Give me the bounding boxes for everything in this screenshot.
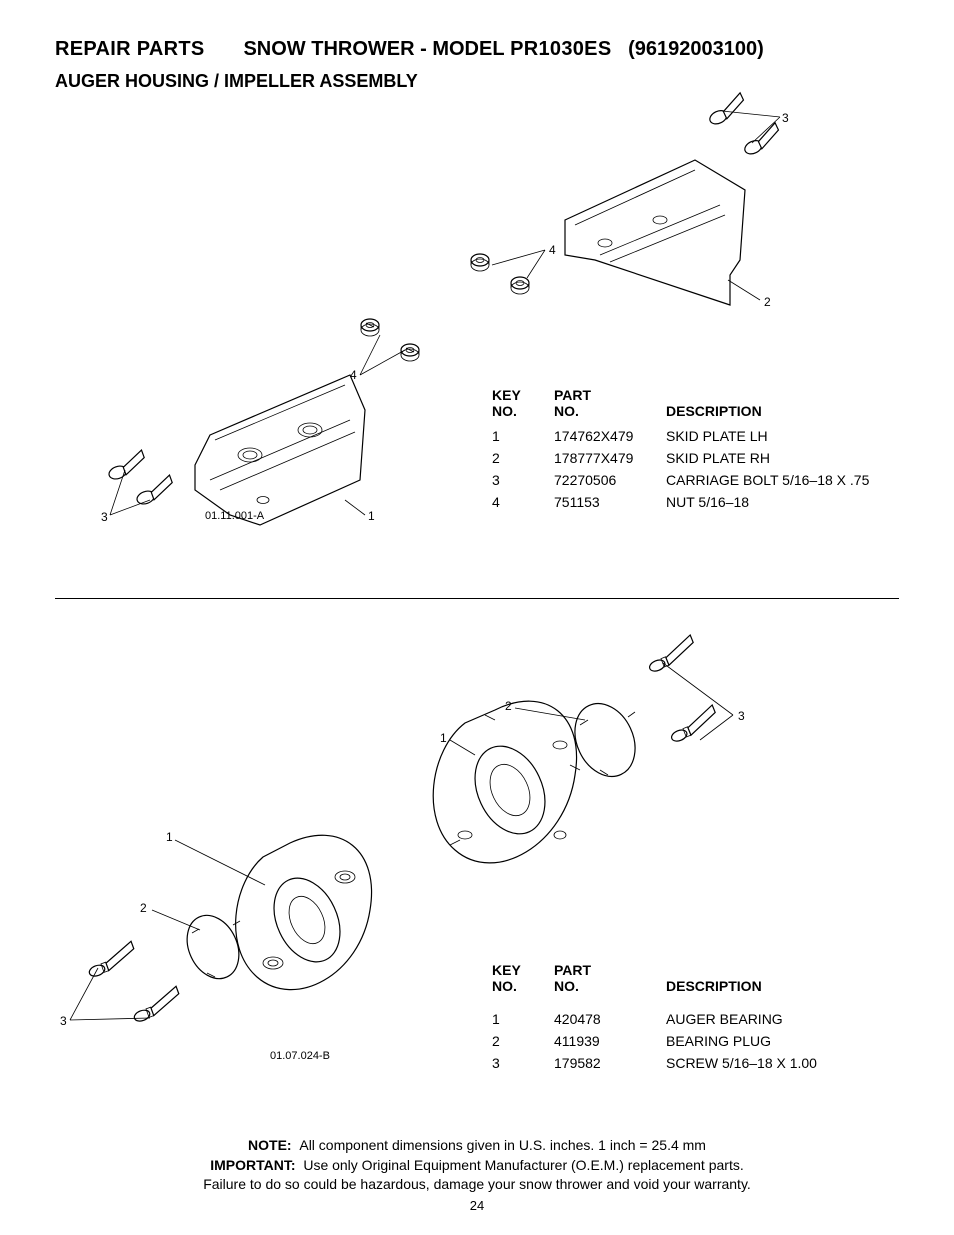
table-row: 3 179582 SCREW 5/16–18 X 1.00 xyxy=(492,1053,833,1073)
callout-1-top: 1 xyxy=(440,731,447,745)
table-row: 4 751153 NUT 5/16–18 xyxy=(492,492,885,512)
drawing-ref-2: 01.07.024-B xyxy=(270,1050,330,1062)
auger-bearing-left-icon xyxy=(236,835,372,989)
th-key: KEY NO. xyxy=(492,387,552,424)
parts-table-2: KEY NO. PART NO. DESCRIPTION 1 420478 AU… xyxy=(490,960,835,1075)
table-row: 3 72270506 CARRIAGE BOLT 5/16–18 X .75 xyxy=(492,470,885,490)
footer-warning: Failure to do so could be hazardous, dam… xyxy=(0,1175,954,1195)
table-row: 2 178777X479 SKID PLATE RH xyxy=(492,448,885,468)
nut-pair-top-icon xyxy=(471,254,529,294)
callout-4-left: 4 xyxy=(350,368,357,382)
table-row: 1 174762X479 SKID PLATE LH xyxy=(492,426,885,446)
callout-2: 2 xyxy=(764,295,771,309)
callout-3-top: 3 xyxy=(738,709,745,723)
repair-parts-label: REPAIR PARTS xyxy=(55,38,205,60)
parts-table-1: KEY NO. PART NO. DESCRIPTION 1 174762X47… xyxy=(490,385,887,514)
callout-4-top: 4 xyxy=(549,243,556,257)
callout-3-left: 3 xyxy=(60,1014,67,1028)
header-subtitle: AUGER HOUSING / IMPELLER ASSEMBLY xyxy=(55,71,899,92)
model-number: (96192003100) xyxy=(628,38,764,60)
leader-4a xyxy=(492,250,545,278)
callout-1: 1 xyxy=(368,509,375,523)
table-row: 2 411939 BEARING PLUG xyxy=(492,1031,833,1051)
th-part: PART NO. xyxy=(554,387,664,424)
screw-pair-left-icon xyxy=(84,941,183,1023)
header-line-1: REPAIR PARTS SNOW THROWER - MODEL PR1030… xyxy=(55,38,899,61)
skid-plate-rh-icon xyxy=(565,160,745,305)
th-desc: DESCRIPTION xyxy=(666,962,833,999)
footer-note: NOTE: All component dimensions given in … xyxy=(0,1136,954,1156)
product-label: SNOW THROWER - MODEL xyxy=(243,38,504,60)
model-bold: PR1030ES xyxy=(510,38,611,60)
section-divider xyxy=(55,598,899,599)
footer-important: IMPORTANT: Use only Original Equipment M… xyxy=(0,1156,954,1176)
auger-bearing-top-icon xyxy=(433,701,580,863)
th-key: KEY NO. xyxy=(492,962,552,999)
callout-2-top: 2 xyxy=(505,699,512,713)
nut-pair-left-icon xyxy=(361,319,419,361)
callout-3-left: 3 xyxy=(101,510,108,524)
page-footer: NOTE: All component dimensions given in … xyxy=(0,1136,954,1195)
skid-plate-lh-icon xyxy=(195,375,365,525)
page-header: REPAIR PARTS SNOW THROWER - MODEL PR1030… xyxy=(55,38,899,92)
leader-2 xyxy=(728,280,760,300)
page-number: 24 xyxy=(0,1198,954,1213)
callout-2-left: 2 xyxy=(140,901,147,915)
leader-2-left xyxy=(152,910,200,930)
leader-1-left xyxy=(175,840,265,885)
leader-1 xyxy=(345,500,365,515)
leader-4b xyxy=(360,335,405,375)
callout-1-left: 1 xyxy=(166,830,173,844)
screw-pair-top-icon xyxy=(644,635,720,743)
th-desc: DESCRIPTION xyxy=(666,387,885,424)
th-part: PART NO. xyxy=(554,962,664,999)
callout-3-top: 3 xyxy=(782,111,789,125)
table-row: 1 420478 AUGER BEARING xyxy=(492,1001,833,1029)
drawing-ref-1: 01.11.001-A xyxy=(205,510,264,522)
